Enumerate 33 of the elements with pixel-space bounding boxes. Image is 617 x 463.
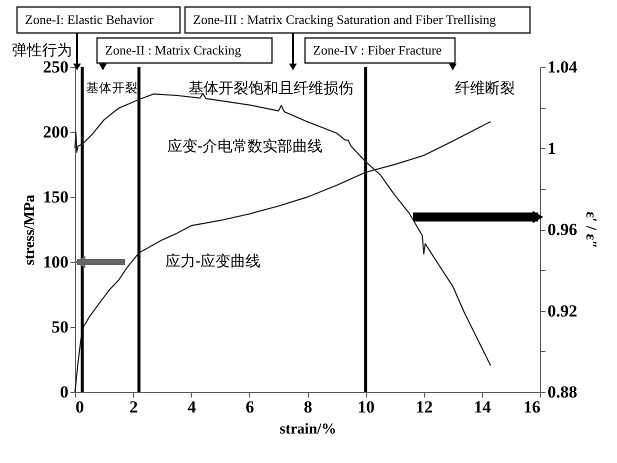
- x-tick-label: 0: [76, 398, 84, 416]
- y-tick-label: 50: [52, 318, 68, 336]
- y2-tick-label: 1.04: [548, 58, 578, 76]
- x-tick-label: 6: [246, 398, 254, 416]
- y2-tick-label: 0.88: [548, 382, 578, 402]
- y2-tick-label: 0.92: [548, 301, 578, 320]
- x-axis-title: strain/%: [280, 422, 336, 438]
- x-tick-label: 8: [304, 398, 312, 416]
- y2-axis-title: ε′ / ε″: [582, 212, 598, 248]
- annotation: 基体开裂: [86, 80, 138, 95]
- y2-tick-label: 0.96: [548, 220, 578, 239]
- annotation: 纤维断裂: [455, 79, 515, 97]
- x-tick-label: 14: [474, 398, 492, 416]
- annotation: 应力-应变曲线: [165, 252, 261, 270]
- annotation: Zone-IV : Fiber Fracture: [313, 42, 442, 58]
- x-tick-label: 10: [358, 398, 375, 416]
- text: 弹性行为: [12, 41, 72, 59]
- annotation: 基体开裂饱和且纤维损伤: [188, 79, 354, 97]
- annotation: Zone-III : Matrix Cracking Saturation and Fiber Trellising: [193, 12, 496, 27]
- x-tick-label: 16: [524, 398, 540, 416]
- x-tick-label: 12: [416, 398, 433, 416]
- y-tick-label: 150: [43, 188, 68, 206]
- y-tick-label: 200: [43, 122, 68, 142]
- annotation: Zone-II : Matrix Cracking: [105, 42, 242, 58]
- y-tick-label: 100: [43, 252, 68, 272]
- annotation: 应变-介电常数实部曲线: [167, 137, 323, 155]
- y2-tick-label: 1: [548, 138, 556, 158]
- y-tick-label: 0: [60, 382, 68, 402]
- y-tick-label: 250: [43, 58, 68, 76]
- y-axis-title: stress/MPa: [22, 194, 38, 266]
- annotation: Zone-I: Elastic Behavior: [25, 12, 154, 27]
- x-tick-label: 4: [188, 398, 196, 416]
- x-tick-label: 2: [129, 398, 138, 416]
